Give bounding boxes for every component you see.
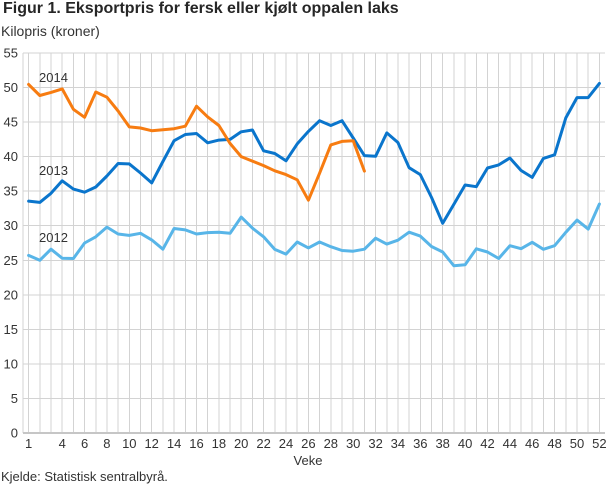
svg-text:12: 12: [144, 436, 158, 451]
svg-text:1: 1: [25, 436, 32, 451]
svg-text:40: 40: [458, 436, 472, 451]
svg-text:22: 22: [256, 436, 270, 451]
svg-text:24: 24: [279, 436, 293, 451]
svg-text:2014: 2014: [39, 70, 68, 85]
svg-text:42: 42: [480, 436, 494, 451]
svg-text:48: 48: [547, 436, 561, 451]
svg-text:25: 25: [4, 253, 18, 268]
svg-text:2013: 2013: [39, 163, 68, 178]
svg-text:28: 28: [324, 436, 338, 451]
svg-text:44: 44: [503, 436, 517, 451]
svg-text:52: 52: [592, 436, 606, 451]
svg-text:46: 46: [525, 436, 539, 451]
svg-text:18: 18: [212, 436, 226, 451]
svg-text:16: 16: [189, 436, 203, 451]
svg-text:0: 0: [11, 426, 18, 441]
svg-text:6: 6: [81, 436, 88, 451]
svg-text:30: 30: [4, 218, 18, 233]
svg-text:40: 40: [4, 149, 18, 164]
svg-text:35: 35: [4, 184, 18, 199]
svg-text:8: 8: [103, 436, 110, 451]
svg-text:5: 5: [11, 391, 18, 406]
svg-text:2012: 2012: [39, 230, 68, 245]
svg-text:50: 50: [4, 80, 18, 95]
svg-text:4: 4: [59, 436, 66, 451]
svg-text:20: 20: [4, 287, 18, 302]
svg-text:32: 32: [368, 436, 382, 451]
svg-text:38: 38: [435, 436, 449, 451]
svg-text:15: 15: [4, 322, 18, 337]
svg-text:10: 10: [122, 436, 136, 451]
svg-text:34: 34: [391, 436, 405, 451]
svg-text:26: 26: [301, 436, 315, 451]
svg-text:45: 45: [4, 115, 18, 130]
svg-text:Veke: Veke: [294, 453, 323, 468]
svg-text:36: 36: [413, 436, 427, 451]
svg-text:20: 20: [234, 436, 248, 451]
svg-text:50: 50: [570, 436, 584, 451]
svg-text:55: 55: [4, 46, 18, 61]
svg-text:10: 10: [4, 356, 18, 371]
svg-text:14: 14: [167, 436, 181, 451]
svg-text:30: 30: [346, 436, 360, 451]
